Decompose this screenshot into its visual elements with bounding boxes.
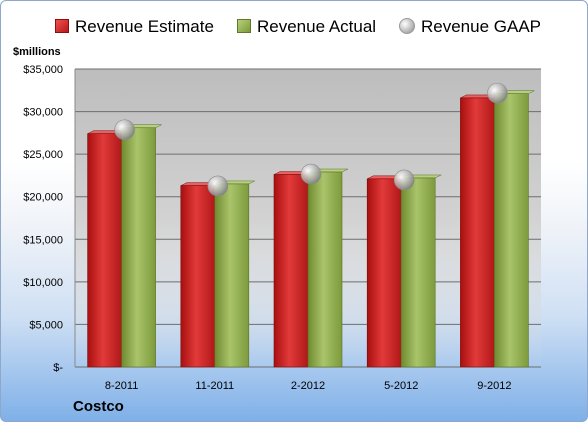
legend-label-actual: Revenue Actual <box>257 17 377 36</box>
y-axis-ticks: $- $5,000 $10,000 $15,000 $20,000 $25,000 $30,… <box>23 64 63 374</box>
estimate-bar <box>366 178 402 368</box>
y-tick-label: $5,000 <box>29 319 63 331</box>
actual-bar <box>214 183 250 368</box>
y-tick-label: $25,000 <box>23 149 63 161</box>
estimate-bar <box>180 185 216 368</box>
legend-swatch-gaap <box>399 17 415 34</box>
x-tick-label: 9-2012 <box>477 380 511 392</box>
gaap-markers <box>114 82 508 197</box>
y-tick-label: $10,000 <box>23 277 63 289</box>
estimate-bar <box>273 174 309 368</box>
x-tick-label: 8-2011 <box>105 380 138 392</box>
y-tick-label: $35,000 <box>23 64 63 76</box>
gaap-marker <box>114 119 135 141</box>
gaap-marker <box>393 169 415 191</box>
legend-label-estimate: Revenue Estimate <box>75 17 214 36</box>
y-tick-label: $30,000 <box>23 107 63 119</box>
gaap-marker <box>207 175 229 197</box>
y-tick-label: $- <box>53 362 63 374</box>
actual-bar <box>307 171 343 368</box>
estimate-bar <box>460 97 495 368</box>
legend-item-revenue-gaap: Revenue GAAP <box>399 17 541 37</box>
actual-bar <box>400 177 436 368</box>
legend-swatch-estimate <box>55 18 69 33</box>
actual-bar <box>121 127 156 368</box>
y-tick-label: $20,000 <box>23 192 63 204</box>
estimate-bar <box>87 133 122 368</box>
gaap-marker <box>300 163 322 185</box>
gaap-marker <box>487 82 508 104</box>
y-axis-unit-label: $millions <box>13 46 61 58</box>
legend-item-revenue-actual: Revenue Actual <box>237 17 376 37</box>
actual-bar <box>494 93 529 368</box>
y-tick-label: $15,000 <box>23 234 63 246</box>
company-name: Costco <box>73 398 124 415</box>
legend: Revenue Estimate Revenue Actual Revenue … <box>1 17 587 43</box>
x-tick-label: 5-2012 <box>384 380 418 392</box>
x-axis-ticks: 8-2011 11-2011 2-2012 5-2012 9-2012 <box>105 380 512 392</box>
legend-item-revenue-estimate: Revenue Estimate <box>55 17 214 37</box>
legend-swatch-actual <box>237 18 251 33</box>
x-tick-label: 11-2011 <box>195 380 234 392</box>
x-tick-label: 2-2012 <box>291 380 325 392</box>
legend-label-gaap: Revenue GAAP <box>421 17 542 36</box>
bars <box>87 90 535 368</box>
